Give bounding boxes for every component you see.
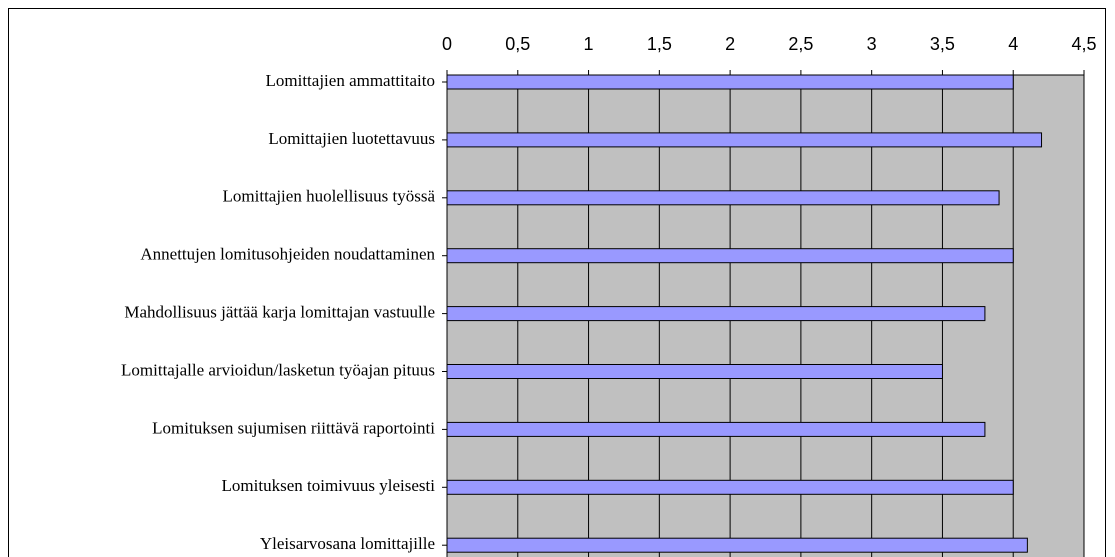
y-tick-label: Lomittajien ammattitaito	[266, 71, 436, 90]
bar	[446, 190, 1000, 206]
x-tick-label: 2	[725, 34, 735, 54]
y-tick-label: Lomittajalle arvioidun/lasketun työajan …	[121, 360, 435, 379]
x-tick-label: 0	[442, 34, 452, 54]
x-tick-label: 1,5	[647, 34, 672, 54]
y-tick-label: Lomittajien huolellisuus työssä	[223, 187, 436, 206]
bar	[446, 479, 1014, 495]
x-tick-label: 2,5	[788, 34, 813, 54]
bar	[446, 306, 986, 322]
x-tick-label: 4,5	[1071, 34, 1096, 54]
y-tick-label: Lomituksen toimivuus yleisesti	[222, 476, 436, 495]
x-tick-label: 4	[1008, 34, 1018, 54]
x-tick-label: 0,5	[505, 34, 530, 54]
bar	[446, 248, 1014, 264]
y-tick-label: Lomittajien luotettavuus	[268, 129, 435, 148]
y-tick-label: Annettujen lomitusohjeiden noudattaminen	[140, 245, 435, 264]
x-tick-label: 3,5	[930, 34, 955, 54]
y-tick-label: Yleisarvosana lomittajille	[260, 534, 435, 553]
bar	[446, 132, 1043, 148]
y-tick-label: Mahdollisuus jättää karja lomittajan vas…	[124, 303, 435, 322]
bar	[446, 421, 986, 437]
bar	[446, 74, 1014, 90]
x-tick-label: 3	[867, 34, 877, 54]
y-tick-label: Lomituksen sujumisen riittävä raportoint…	[152, 418, 435, 437]
bar	[446, 537, 1028, 553]
bar	[446, 364, 943, 379]
x-tick-label: 1	[584, 34, 594, 54]
